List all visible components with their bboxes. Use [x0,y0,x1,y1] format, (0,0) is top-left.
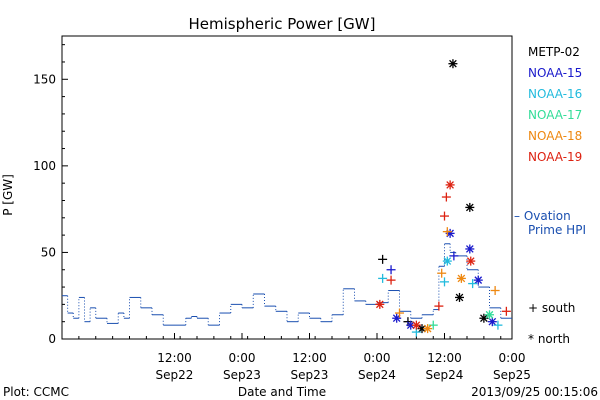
point-noaa-19-north [411,320,421,330]
point-noaa-18-north [423,324,433,334]
point-noaa-15-north [473,275,483,285]
point-metp-02-north [465,202,475,212]
x-tick-time: 0:00 [229,351,256,365]
y-axis-label: P [GW] [1,174,15,216]
plot-timestamp: 2013/09/25 00:15:06 [471,385,598,399]
point-metp-02-south [378,254,388,264]
point-noaa-19-north [375,299,385,309]
point-noaa-19-north [466,256,476,266]
y-tick-label: 50 [41,245,56,259]
y-tick-label: 100 [33,159,56,173]
point-noaa-19-south [501,306,511,316]
point-noaa-19-south [434,301,444,311]
point-noaa-16-north [442,256,452,266]
x-tick-date: Sep23 [223,368,261,382]
point-noaa-15-north [487,317,497,327]
ovation-series [62,243,512,326]
point-noaa-16-south [378,273,388,283]
point-noaa-19-south [441,192,451,202]
plot-credit: Plot: CCMC [3,385,69,399]
legend-entry-noaa-18: NOAA-18 [528,129,582,143]
legend: METP-02 NOAA-15 NOAA-16 NOAA-17 NOAA-18 NOAA-… [514,45,586,346]
x-tick-time: 0:00 [364,351,391,365]
point-noaa-15-north [465,244,475,254]
point-noaa-16-south [493,320,503,330]
x-tick-date: Sep24 [426,368,464,382]
point-metp-02-north [479,313,489,323]
legend-north: * north [528,332,570,346]
point-noaa-15-south [449,251,459,261]
point-noaa-16-south [468,279,478,289]
plot-area [61,35,513,340]
legend-entry-noaa-16: NOAA-16 [528,87,582,101]
point-noaa-16-south [440,277,449,287]
legend-entry-noaa-19: NOAA-19 [528,150,582,164]
legend-ovation-line1: – Ovation [514,209,571,223]
x-tick-date: Sep24 [358,368,396,382]
chart-title: Hemispheric Power [GW] [189,15,376,33]
point-noaa-18-south [442,227,452,237]
point-metp-02-north [455,292,464,302]
point-noaa-18-south [437,268,447,278]
x-tick-date: Sep25 [493,368,531,382]
x-tick-time: 12:00 [292,351,327,365]
legend-south: + south [528,301,575,315]
x-tick-time: 0:00 [499,351,526,365]
legend-entry-noaa-17: NOAA-17 [528,108,582,122]
legend-entry-noaa-15: NOAA-15 [528,66,582,80]
x-tick-time: 12:00 [427,351,462,365]
x-tick-date: Sep23 [291,368,329,382]
point-noaa-19-south [440,211,449,221]
x-axis-label: Date and Time [238,385,326,399]
point-noaa-15-north [392,313,402,323]
x-tick-time: 12:00 [157,351,192,365]
legend-entry-metp-02: METP-02 [528,45,580,59]
x-tick-date: Sep22 [156,368,194,382]
point-noaa-18-south [490,286,500,296]
y-tick-label: 0 [48,332,56,346]
satellite-points [375,59,511,337]
legend-ovation-line2: Prime HPI [528,223,586,237]
point-noaa-18-north [456,273,466,283]
point-noaa-19-south [386,275,396,285]
point-noaa-18-south [395,308,404,318]
point-metp-02-north [448,59,458,69]
point-noaa-19-north [445,180,455,190]
axis-ticks: 0 50 100 150 12:00 Sep22 0:00 Sep23 12:00 Sep23 0:… [33,44,531,382]
point-noaa-17-north [485,310,494,320]
y-tick-label: 150 [33,72,56,86]
point-noaa-15-south [386,265,396,275]
